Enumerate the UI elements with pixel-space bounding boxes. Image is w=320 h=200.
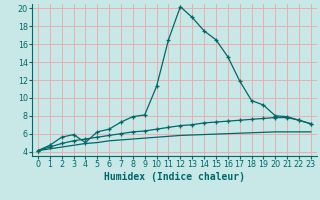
X-axis label: Humidex (Indice chaleur): Humidex (Indice chaleur) xyxy=(104,172,245,182)
